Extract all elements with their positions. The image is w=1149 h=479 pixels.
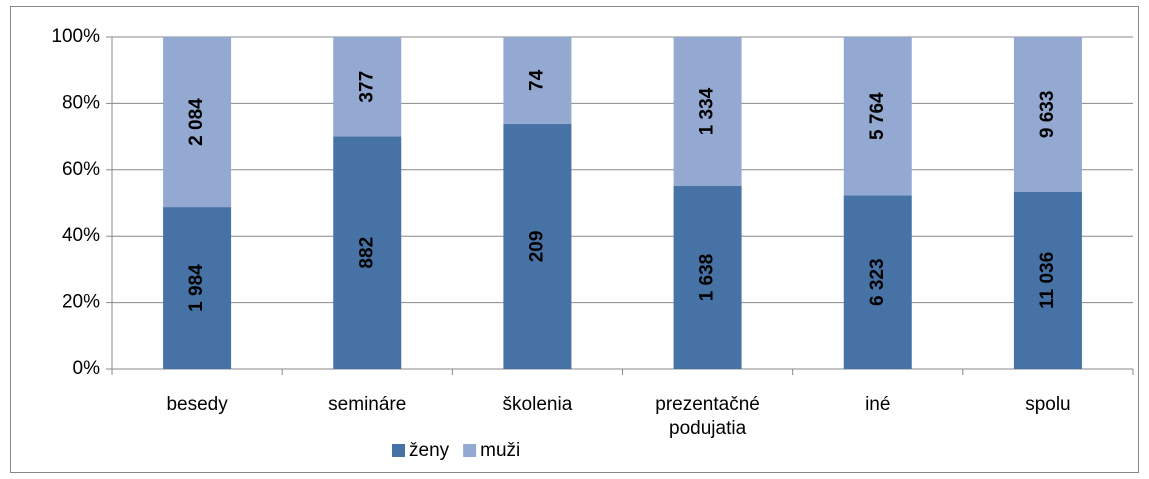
y-tick-label: 0% <box>73 358 101 379</box>
data-label: 74 <box>526 69 547 91</box>
chart-frame <box>10 6 1139 473</box>
x-tick-label: semináre <box>328 394 406 415</box>
legend-swatch <box>463 444 477 457</box>
bar-segment <box>333 136 402 369</box>
y-tick-label: 80% <box>62 92 100 113</box>
legend-label: ženy <box>409 440 450 461</box>
data-label: 1 334 <box>697 87 718 135</box>
bar-segment <box>673 37 742 187</box>
x-tick-label-line: prezentačné <box>655 394 760 415</box>
data-label: 2 084 <box>186 98 207 146</box>
data-label: 6 323 <box>867 258 888 306</box>
bar-segment <box>1013 191 1082 369</box>
bar-segment <box>843 195 912 369</box>
bar-segment <box>1013 37 1082 192</box>
x-tick-label: školenia <box>503 394 573 415</box>
data-label: 11 036 <box>1037 252 1058 309</box>
bar-segment <box>503 123 572 370</box>
bar-segment <box>503 37 572 124</box>
data-label: 9 633 <box>1037 91 1058 139</box>
y-tick-label: 20% <box>62 292 100 313</box>
y-tick-label: 60% <box>62 159 100 180</box>
bar-segment <box>673 186 742 369</box>
data-label: 5 764 <box>867 92 888 140</box>
x-tick-label: iné <box>865 394 890 415</box>
x-tick-label: spolu <box>1025 394 1070 415</box>
legend-label: muži <box>480 440 520 461</box>
bar-segment <box>333 37 402 137</box>
y-tick-label: 100% <box>51 26 100 47</box>
data-label: 882 <box>356 237 377 269</box>
y-tick-label: 40% <box>62 225 100 246</box>
data-label: 1 984 <box>186 264 207 312</box>
data-label: 209 <box>526 231 547 263</box>
bar-segment <box>843 37 912 196</box>
x-tick-label: prezentačné podujatia <box>655 394 760 439</box>
data-label: 377 <box>356 71 377 103</box>
x-tick-label: besedy <box>166 394 228 415</box>
legend-swatch <box>392 444 405 457</box>
x-tick-label-line: podujatia <box>669 418 747 439</box>
data-label: 1 638 <box>697 254 718 302</box>
bar-segment <box>163 207 232 369</box>
bar-segment <box>163 37 232 208</box>
